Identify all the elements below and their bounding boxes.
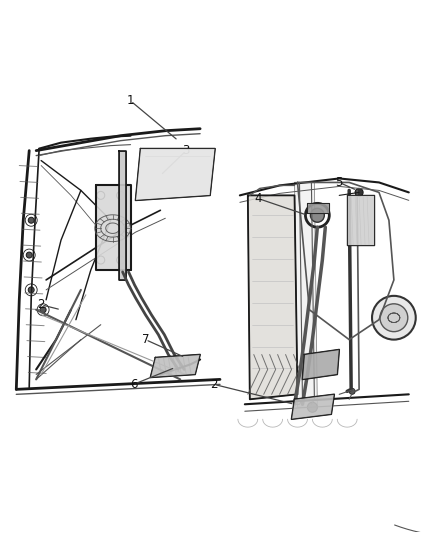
Polygon shape <box>119 151 126 280</box>
Text: 2: 2 <box>37 298 45 311</box>
Circle shape <box>40 307 46 313</box>
Polygon shape <box>294 182 318 407</box>
Polygon shape <box>248 196 297 399</box>
Text: 1: 1 <box>127 94 134 107</box>
Circle shape <box>26 252 32 258</box>
Polygon shape <box>292 394 334 419</box>
Circle shape <box>117 256 124 264</box>
Polygon shape <box>307 203 329 213</box>
Circle shape <box>372 296 416 340</box>
Circle shape <box>97 191 105 199</box>
Circle shape <box>307 402 318 412</box>
Circle shape <box>117 191 124 199</box>
Circle shape <box>28 287 34 293</box>
Text: 4: 4 <box>254 192 261 205</box>
Circle shape <box>28 217 34 223</box>
Polygon shape <box>135 149 215 200</box>
Text: 7: 7 <box>142 333 149 346</box>
Text: 6: 6 <box>130 378 137 391</box>
Polygon shape <box>303 350 339 379</box>
Circle shape <box>97 256 105 264</box>
Polygon shape <box>96 185 131 270</box>
Circle shape <box>355 188 363 196</box>
Text: 2: 2 <box>210 378 218 391</box>
Circle shape <box>311 208 324 222</box>
Text: 5: 5 <box>336 176 343 189</box>
Circle shape <box>380 304 408 332</box>
Circle shape <box>349 389 355 394</box>
Polygon shape <box>347 196 374 245</box>
Text: 3: 3 <box>183 144 190 157</box>
Polygon shape <box>150 354 200 377</box>
